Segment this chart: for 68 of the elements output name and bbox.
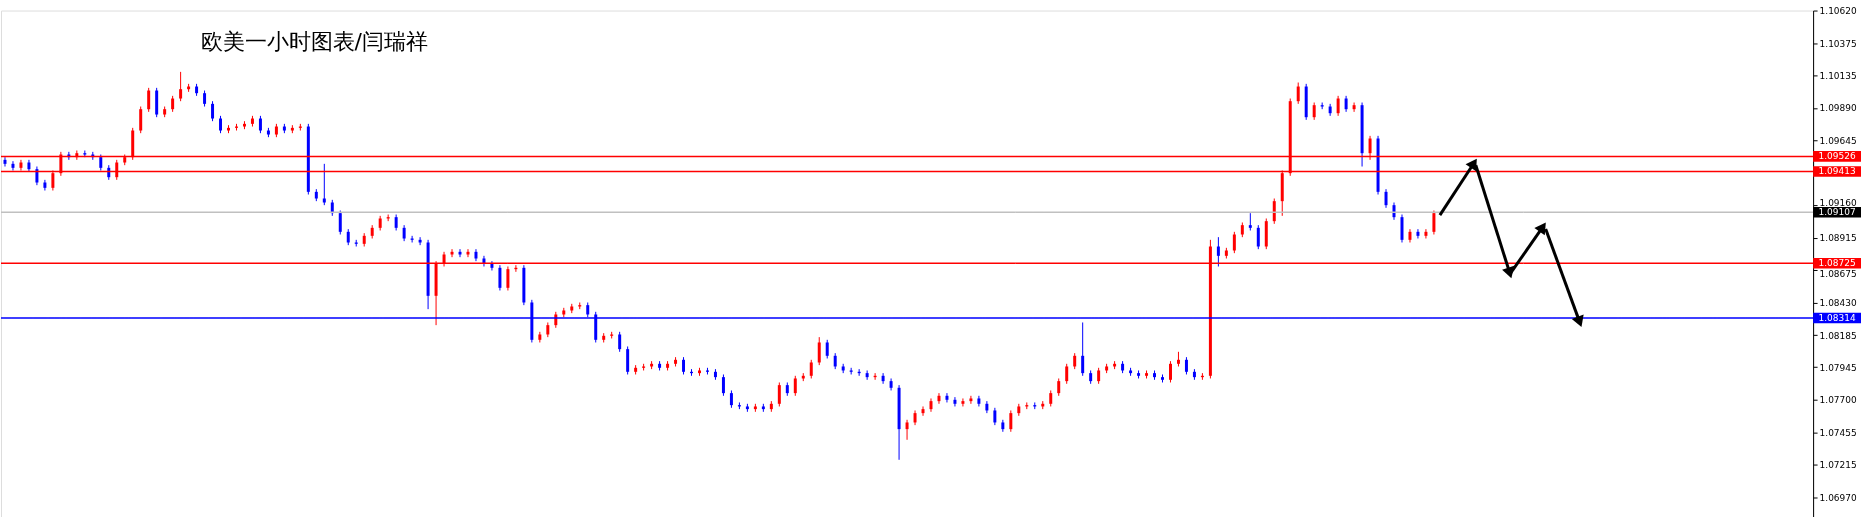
y-tick-label: 1.07215 — [1819, 459, 1857, 470]
y-tick-label: 1.09645 — [1819, 136, 1857, 147]
candlestick — [777, 381, 781, 407]
candlestick — [1400, 214, 1404, 243]
candlestick — [945, 392, 949, 403]
y-tick-label: 1.06970 — [1819, 492, 1857, 503]
text: 欧美一小时图表/闫瑞祥 — [200, 29, 428, 55]
candlestick — [139, 106, 143, 134]
y-tick-label: 1.08915 — [1819, 233, 1857, 244]
candlestick — [881, 372, 885, 385]
candlestick — [3, 156, 7, 168]
y-tick-label: 1.09890 — [1819, 103, 1857, 114]
ref-line-label: 1.08314 — [1818, 312, 1856, 323]
candlestick — [809, 359, 813, 379]
candlestick — [1296, 82, 1300, 105]
candlestick — [11, 160, 15, 172]
y-tick-label: 1.07700 — [1819, 395, 1857, 406]
candlestick — [937, 392, 941, 405]
candlestick — [1168, 360, 1172, 383]
candlestick — [1272, 198, 1276, 225]
candlestick — [498, 264, 502, 291]
y-tick-label: 1.07455 — [1819, 427, 1857, 438]
candlestick — [1232, 231, 1236, 254]
candlestick — [969, 395, 973, 405]
candlestick — [211, 100, 215, 122]
candlestick — [1416, 228, 1420, 239]
candlestick — [322, 163, 326, 206]
candlestick — [1065, 363, 1069, 385]
ref-line-label: 1.08725 — [1818, 258, 1856, 269]
candlestick — [721, 373, 725, 397]
candlestick — [1352, 102, 1356, 113]
y-tick-label: 1.08185 — [1819, 330, 1857, 341]
candlestick — [147, 87, 151, 113]
candlestick — [179, 71, 183, 102]
candlestick — [506, 265, 510, 291]
candlestick — [155, 87, 159, 118]
candlestick — [410, 235, 414, 243]
candlestick — [1216, 236, 1220, 267]
candlestick — [474, 248, 478, 262]
ref-line-label: 1.09413 — [1818, 166, 1856, 177]
candlestick — [1009, 409, 1013, 433]
candlestick — [1081, 321, 1085, 377]
candlestick — [961, 397, 965, 407]
candlestick — [618, 331, 622, 353]
candlestick — [865, 369, 869, 381]
candlestick — [905, 419, 909, 441]
candlestick — [953, 396, 957, 407]
candlestick — [1384, 188, 1388, 209]
candlestick — [825, 339, 829, 359]
candlestick — [793, 375, 797, 397]
y-tick-label: 1.07945 — [1819, 362, 1857, 373]
candlestick — [921, 405, 925, 417]
candlestick — [1328, 103, 1332, 117]
y-tick-label: 1.08430 — [1819, 297, 1857, 308]
ref-line-label: 1.09526 — [1818, 151, 1856, 162]
y-tick-label: 1.09160 — [1819, 197, 1857, 208]
candlestick — [1424, 228, 1428, 239]
ref-line-label: 1.09107 — [1818, 207, 1856, 218]
candlestick — [1336, 95, 1340, 117]
y-tick-label: 1.08675 — [1819, 268, 1857, 279]
candlestick — [985, 400, 989, 414]
y-tick-label: 1.10375 — [1819, 38, 1857, 49]
y-tick-label: 1.10135 — [1819, 70, 1857, 81]
y-tick-label: 1.10620 — [1819, 6, 1857, 17]
candlestick — [817, 336, 821, 366]
candlestick — [1256, 224, 1260, 250]
candlestick — [43, 179, 47, 191]
candlestick — [626, 345, 630, 375]
